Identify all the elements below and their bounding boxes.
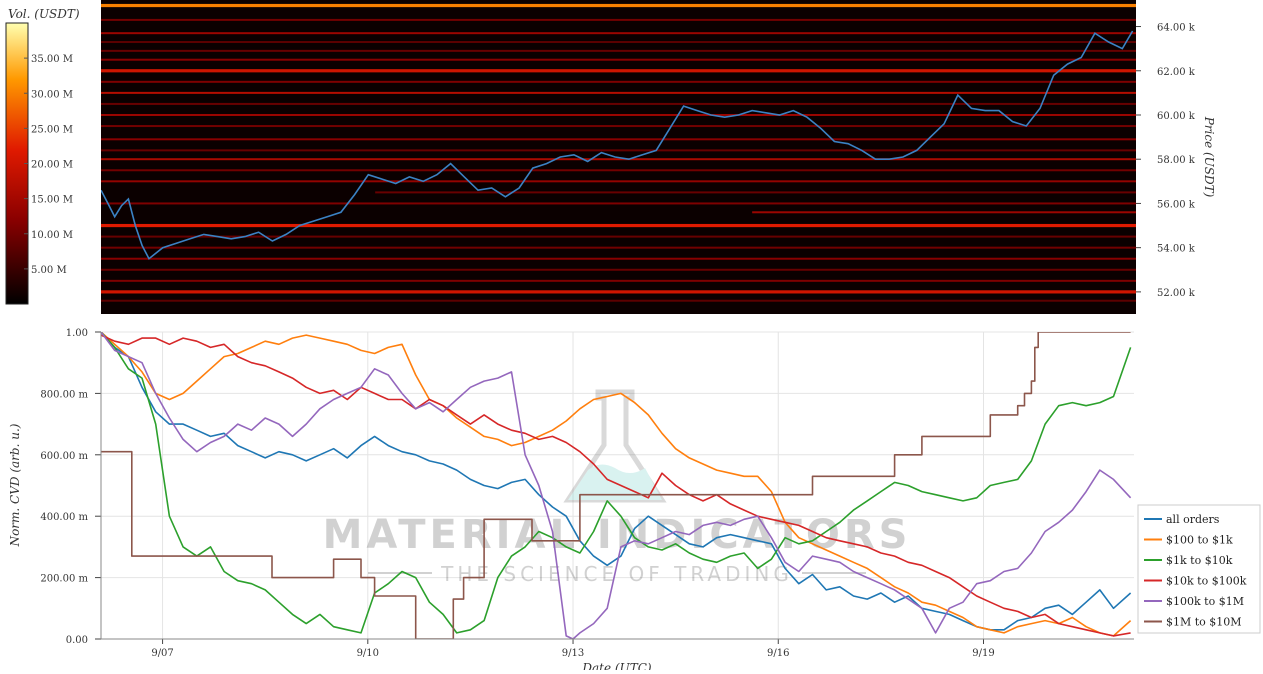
liquidity-level: [101, 32, 1136, 35]
date-tick-label: 9/13: [562, 648, 584, 659]
colorbar-tick-label: 25.00 M: [31, 124, 73, 135]
cvd-tick-label: 600.00 m: [40, 451, 88, 462]
cvd-tick-label: 0.00: [66, 635, 88, 646]
legend-label: $100k to $1M: [1166, 595, 1244, 608]
liquidity-level: [101, 279, 1136, 282]
liquidity-level: [752, 211, 1136, 214]
liquidity-level: [101, 91, 1136, 94]
colorbar-tick-label: 20.00 M: [31, 160, 73, 171]
liquidity-level: [101, 180, 1136, 183]
liquidity-level: [101, 257, 1136, 260]
liquidity-level: [101, 202, 1136, 205]
price-axis-label: Price (USDT): [1202, 116, 1216, 198]
legend: all orders $100 to $1k $1k to $10k $10k to …: [1137, 504, 1261, 634]
liquidity-level: [101, 268, 1136, 271]
liquidity-level: [101, 69, 1136, 73]
legend-label: $100 to $1k: [1166, 534, 1233, 547]
series-line: [101, 332, 1132, 634]
liquidity-level: [101, 41, 1136, 44]
legend-box: [1137, 504, 1261, 634]
price-tick-label: 62.00 k: [1157, 67, 1196, 78]
liquidity-level: [101, 169, 1136, 172]
date-tick-label: 9/07: [151, 648, 173, 659]
cvd-tick-label: 800.00 m: [40, 389, 88, 400]
legend-label: all orders: [1166, 513, 1220, 526]
liquidity-level: [101, 18, 1136, 21]
date-tick-label: 9/10: [357, 648, 379, 659]
series-line: [101, 332, 1131, 639]
liquidity-level: [101, 3, 1136, 8]
liquidity-level: [101, 102, 1136, 105]
liquidity-level: [101, 223, 1136, 228]
series-line: [101, 332, 1132, 639]
cvd-tick-label: 200.00 m: [40, 574, 88, 585]
liquidity-level: [101, 125, 1136, 128]
price-tick-label: 56.00 k: [1157, 199, 1196, 210]
series-line: [101, 332, 1132, 631]
cvd-plot-area: [101, 332, 1134, 639]
liquidity-level: [101, 138, 1136, 141]
price-tick-label: 54.00 k: [1157, 244, 1196, 255]
liquidity-level: [101, 149, 1136, 152]
price-tick-label: 58.00 k: [1157, 155, 1196, 166]
colorbar-title: Vol. (USDT): [8, 7, 80, 21]
legend-label: $1k to $10k: [1166, 554, 1233, 567]
series-line: [101, 334, 1131, 637]
liquidity-level: [101, 235, 1136, 238]
price-tick-label: 60.00 k: [1157, 111, 1196, 122]
cvd-tick-label: 400.00 m: [40, 512, 88, 523]
liquidity-level: [101, 49, 1136, 52]
liquidity-level: [101, 80, 1136, 83]
liquidity-level: [101, 158, 1136, 161]
liquidity-level: [101, 58, 1136, 61]
liquidity-level: [101, 290, 1136, 294]
price-tick-label: 52.00 k: [1157, 288, 1196, 299]
colorbar-tick-label: 15.00 M: [31, 195, 73, 206]
colorbar-tick-label: 10.00 M: [31, 230, 73, 241]
liquidity-level: [101, 299, 1136, 302]
liquidity-level: [101, 113, 1136, 116]
date-tick-label: 9/16: [767, 648, 789, 659]
watermark: MATERIAL INDICATORS THE SCIENCE OF TRADI…: [323, 389, 912, 586]
colorbar-tick-label: 5.00 M: [31, 265, 67, 276]
date-axis-label: Date (UTC): [581, 661, 651, 670]
series-line: [101, 332, 1132, 637]
liquidity-level: [375, 191, 1136, 194]
cvd-axis-label: Norm. CVD (arb. u.): [8, 423, 22, 547]
liquidity-level: [101, 246, 1136, 249]
colorbar-tick-label: 30.00 M: [31, 89, 73, 100]
legend-label: $10k to $100k: [1166, 575, 1247, 588]
cvd-tick-label: 1.00: [66, 328, 88, 339]
price-line: [101, 30, 1134, 260]
colorbar-tick-label: 35.00 M: [31, 54, 73, 65]
date-tick-label: 9/19: [972, 648, 994, 659]
legend-label: $1M to $10M: [1166, 616, 1242, 629]
watermark-brand: MATERIAL INDICATORS: [323, 512, 912, 558]
price-tick-label: 64.00 k: [1157, 23, 1196, 34]
